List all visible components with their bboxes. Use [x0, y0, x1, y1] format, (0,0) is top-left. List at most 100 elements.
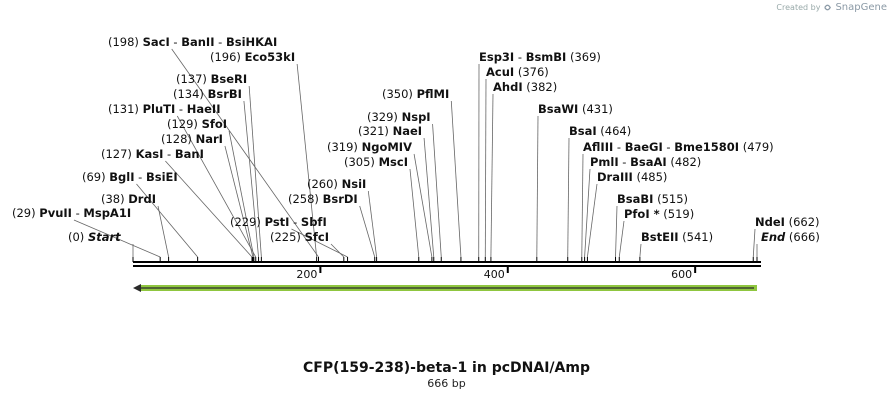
leader-line-sfci [330, 243, 345, 258]
ruler-ticks: 200 400 600 [296, 266, 697, 281]
site-label-naei: (321) NaeI [358, 124, 422, 138]
enzyme-name: BseRI [211, 72, 248, 86]
site-label-nspi: (329) NspI [367, 110, 431, 124]
site-position: (131) [108, 102, 143, 116]
site-position: (382) [523, 80, 558, 94]
tick-label-200: 200 [296, 268, 317, 281]
leader-line-nsii [367, 190, 378, 258]
site-label-psti: (229) PstI - SbfI [230, 215, 327, 229]
site-label-pluti: (131) PluTI - HaeII [108, 102, 221, 116]
site-position: (198) [108, 35, 143, 49]
site-label-bsteii: BstEII (541) [641, 230, 713, 244]
snapgene-watermark: Created by SnapGene [776, 2, 887, 13]
map-title: CFP(159-238)-beta-1 in pcDNAI/Amp [303, 360, 590, 376]
site-label-eco53ki: (196) Eco53kI [210, 50, 295, 64]
separator: - [514, 50, 525, 64]
leader-line-naei [423, 137, 435, 258]
site-position: (38) [101, 192, 128, 206]
separator: - [613, 140, 624, 154]
leader-line-sfoi [228, 130, 255, 258]
enzyme-name: DraIII [597, 170, 633, 184]
enzyme-name: BsaWI [538, 102, 578, 116]
leader-line-psti [291, 228, 348, 258]
enzyme-name: NarI [196, 132, 223, 146]
site-label-bsai: BsaI (464) [569, 124, 631, 138]
leader-line-acui [484, 78, 487, 258]
enzyme-name: PmlI [590, 155, 619, 169]
enzyme-name: Esp3I [479, 50, 514, 64]
site-label-drdi: (38) DrdI [101, 192, 156, 206]
site-position: (128) [161, 132, 196, 146]
leader-line-bsawi [536, 115, 539, 258]
enzyme-name: BsaAI [630, 155, 667, 169]
site-label-saci: (198) SacI - BanII - BsiHKAI [108, 35, 277, 49]
enzyme-name: DrdI [128, 192, 156, 206]
leader-line-bsai [567, 137, 570, 258]
leader-line-ngomiv [413, 153, 433, 258]
enzyme-name: BsiHKAI [226, 35, 277, 49]
enzyme-name: AhdI [493, 80, 523, 94]
leader-line-bseri [248, 85, 262, 258]
leader-line-drdi [157, 205, 169, 258]
site-label-acui: AcuI (376) [486, 65, 549, 79]
leader-line-kasi [165, 160, 253, 258]
site-position: (431) [578, 102, 613, 116]
enzyme-name: BanI [175, 147, 204, 161]
enzyme-name: BstEII [641, 230, 679, 244]
site-position: (305) [344, 155, 379, 169]
enzyme-name: BsiEI [146, 170, 178, 184]
leader-line-draiii [587, 183, 598, 258]
leader-line-pfoi [618, 220, 625, 258]
enzyme-name: AflIII [583, 140, 613, 154]
site-label-bsabi: BsaBI (515) [617, 192, 688, 206]
enzyme-name: BsmBI [526, 50, 567, 64]
enzyme-name: PflMI [417, 87, 450, 101]
leader-lines [73, 48, 758, 262]
enzyme-name: AcuI [486, 65, 514, 79]
separator: - [214, 35, 225, 49]
separator: - [289, 215, 300, 229]
leader-line-eco53ki [296, 63, 318, 258]
enzyme-name: BanII [181, 35, 214, 49]
site-position: (369) [566, 50, 601, 64]
leader-line-bsteii [639, 243, 642, 258]
leader-line-pmli [584, 168, 591, 258]
site-label-sfoi: (129) SfoI [167, 117, 227, 131]
site-label-ndei: NdeI (662) [755, 215, 820, 229]
site-label-draiii: DraIII (485) [597, 170, 667, 184]
site-label-msci: (305) MscI [344, 155, 408, 169]
site-position: (225) [270, 230, 305, 244]
site-label-nari: (128) NarI [161, 132, 223, 146]
site-label-bgli: (69) BglI - BsiEI [82, 170, 178, 184]
site-position: (482) [667, 155, 702, 169]
enzyme-name: Bme1580I [674, 140, 739, 154]
leader-line-bgli [136, 183, 198, 258]
leader-line-aflii [581, 153, 584, 258]
site-position: (541) [679, 230, 714, 244]
enzyme-name: PvuII [39, 206, 72, 220]
leader-line-bsabi [615, 205, 618, 258]
site-position: (329) [367, 110, 402, 124]
site-position: (129) [167, 117, 202, 131]
site-label-bsrbi: (134) BsrBI [173, 87, 242, 101]
enzyme-name: BsrBI [208, 87, 242, 101]
leader-line-bsrbi [243, 100, 259, 258]
site-label-pvuii: (29) PvuII - MspA1I [12, 206, 131, 220]
enzyme-name: KasI [136, 147, 164, 161]
enzyme-name: BsaI [569, 124, 597, 138]
enzyme-name: SbfI [301, 215, 327, 229]
site-label-ahdi: AhdI (382) [493, 80, 557, 94]
leader-line-saci [171, 48, 319, 258]
restriction-map: (0) Start (29) PvuII - MspA1I(38) DrdI (69… [12, 35, 820, 292]
watermark-brand: SnapGene [835, 2, 887, 13]
site-position: (319) [327, 140, 362, 154]
site-position: (69) [82, 170, 109, 184]
site-label-start: (0) Start [68, 230, 121, 244]
site-label-pfoi: PfoI * (519) [624, 207, 694, 221]
site-label-bsrdi: (258) BsrDI [288, 192, 358, 206]
separator: - [134, 170, 145, 184]
enzyme-name: NspI [402, 110, 431, 124]
site-position: (666) [785, 230, 820, 244]
separator: - [170, 35, 181, 49]
site-label-kasi: (127) KasI - BanI [101, 147, 204, 161]
